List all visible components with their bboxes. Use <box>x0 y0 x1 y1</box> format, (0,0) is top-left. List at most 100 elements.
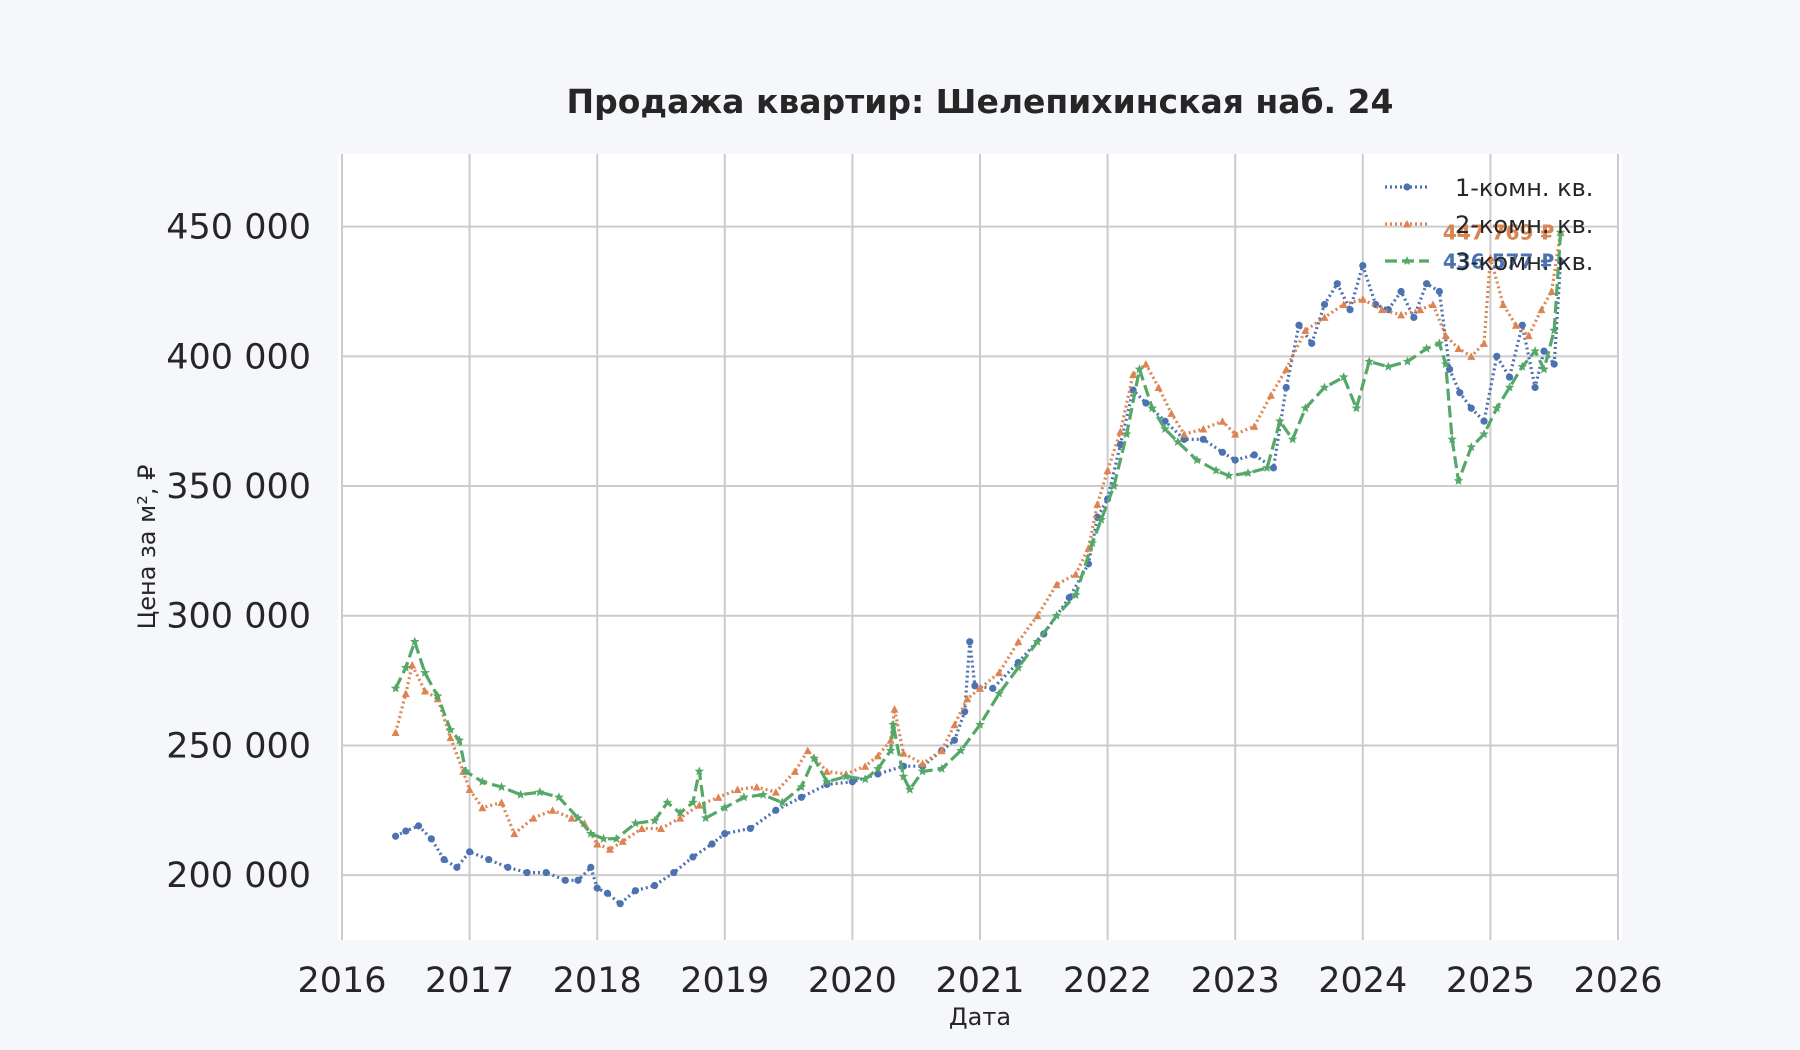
data-point <box>694 766 704 776</box>
data-point <box>1547 287 1556 295</box>
data-point <box>1122 429 1132 439</box>
x-tick-label: 2022 <box>1063 961 1152 1001</box>
data-point <box>1070 590 1081 599</box>
data-point <box>1218 448 1227 456</box>
data-point <box>1142 399 1150 407</box>
data-point <box>657 824 665 832</box>
legend-label: 2-комн. кв. <box>1455 211 1593 239</box>
data-point <box>888 719 898 729</box>
data-point <box>1435 287 1443 296</box>
data-point <box>1180 430 1189 438</box>
data-point <box>1161 417 1169 425</box>
data-point <box>1199 424 1208 433</box>
data-point <box>1282 383 1290 392</box>
data-point <box>1013 662 1023 672</box>
tick-labels: 2016 2017 2018 2019 2020 2021 2022 2023 2024 2025… <box>166 208 1662 1001</box>
data-point <box>587 863 595 871</box>
data-point <box>440 855 448 864</box>
data-point <box>746 824 754 833</box>
data-point <box>586 828 596 838</box>
data-point <box>1358 295 1367 303</box>
data-point <box>1147 403 1157 413</box>
data-point <box>1480 417 1488 425</box>
data-point <box>1402 256 1412 265</box>
data-point <box>1154 383 1163 391</box>
data-point <box>956 745 966 755</box>
data-point <box>1537 305 1546 314</box>
data-point <box>1065 593 1073 602</box>
data-point <box>1421 343 1432 353</box>
data-point <box>700 813 711 823</box>
data-point <box>1319 382 1330 392</box>
data-point <box>1480 339 1489 347</box>
data-point <box>1397 310 1406 319</box>
data-point <box>420 667 430 677</box>
data-point <box>1300 403 1311 413</box>
data-point <box>752 782 761 791</box>
data-point <box>1346 306 1354 314</box>
data-point <box>1269 464 1278 472</box>
data-point <box>637 824 646 832</box>
data-point <box>1410 313 1418 322</box>
data-point <box>1295 321 1303 329</box>
data-point <box>631 887 640 895</box>
x-tick-label: 2021 <box>935 961 1024 1001</box>
data-point <box>1531 383 1539 392</box>
data-point <box>573 813 583 823</box>
series-layer <box>390 227 1566 908</box>
data-point <box>1403 183 1411 191</box>
data-point <box>1416 305 1425 314</box>
data-point <box>1505 373 1514 381</box>
data-point <box>886 736 895 744</box>
data-point <box>1549 325 1559 335</box>
data-point <box>714 793 723 801</box>
data-point <box>497 798 506 807</box>
y-axis-title: Цена за м², ₽ <box>133 465 161 630</box>
data-point <box>1071 570 1080 578</box>
data-point <box>1218 417 1227 425</box>
data-point <box>548 806 557 814</box>
data-point <box>662 797 673 807</box>
data-point <box>1320 313 1329 321</box>
data-point <box>478 803 487 812</box>
data-point <box>1093 500 1102 508</box>
data-point <box>454 735 465 745</box>
grid <box>341 154 1619 940</box>
data-point <box>917 766 928 776</box>
data-point <box>477 776 488 786</box>
data-point <box>1518 321 1526 329</box>
data-point <box>994 688 1004 698</box>
data-point <box>733 785 742 794</box>
data-point <box>937 763 947 773</box>
data-point <box>616 900 624 908</box>
x-axis-title: Дата <box>949 1003 1011 1031</box>
data-point <box>605 845 614 853</box>
legend-label: 1-комн. кв. <box>1455 174 1593 202</box>
data-point <box>618 837 627 845</box>
data-point <box>963 694 972 703</box>
data-point <box>1486 253 1495 262</box>
data-point <box>1377 305 1386 314</box>
data-point <box>432 691 443 701</box>
data-point <box>535 787 545 797</box>
data-point <box>688 797 698 807</box>
data-point <box>1530 346 1540 356</box>
data-point <box>670 868 678 877</box>
data-point <box>1192 455 1202 465</box>
data-point <box>708 840 716 848</box>
data-point <box>1141 360 1150 368</box>
data-point <box>976 684 984 692</box>
data-point <box>1014 658 1022 667</box>
data-point <box>1250 422 1259 430</box>
data-point <box>1403 220 1411 228</box>
data-point <box>1051 610 1062 620</box>
data-point <box>401 689 410 698</box>
data-point <box>1479 429 1489 439</box>
x-tick-label: 2025 <box>1446 961 1535 1001</box>
data-point <box>593 840 602 848</box>
data-point <box>975 719 985 729</box>
data-point <box>1096 514 1106 524</box>
data-point <box>630 818 641 828</box>
data-point <box>848 778 857 786</box>
